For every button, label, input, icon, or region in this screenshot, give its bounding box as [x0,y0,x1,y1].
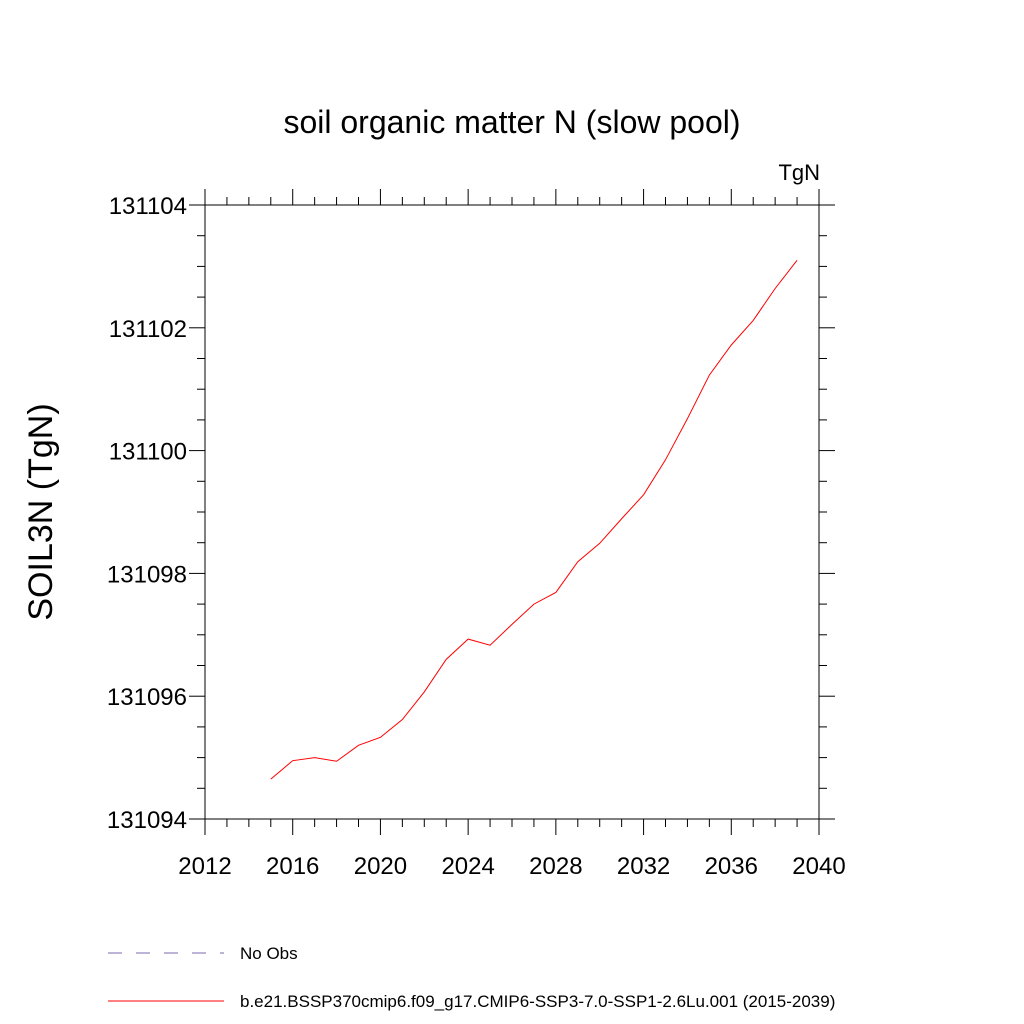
y-tick-label: 131098 [107,561,187,588]
units-label: TgN [778,160,820,185]
x-tick-label: 2032 [617,853,670,880]
x-tick-label: 2024 [441,853,494,880]
y-tick-label: 131094 [107,807,187,834]
y-tick-label: 131104 [109,193,187,220]
x-tick-label: 2016 [266,853,319,880]
plot-frame [204,204,820,820]
tick-labels: 2012 2016 2020 2024 2028 2032 2036 2040 131094 13… [107,193,846,880]
x-tick-label: 2036 [705,853,758,880]
y-tick-label: 131102 [109,316,187,343]
axis-ticks [189,189,835,835]
x-tick-label: 2020 [354,853,407,880]
legend-label-model-run: b.e21.BSSP370cmip6.f09_g17.CMIP6-SSP3-7.… [240,992,835,1011]
y-tick-label: 131100 [109,439,187,466]
series-layer [270,259,798,780]
x-tick-label: 2028 [529,853,582,880]
y-axis-label: SOIL3N (TgN) [22,403,60,620]
y-tick-label: 131096 [107,684,187,711]
x-tick-label: 2012 [178,853,231,880]
legend: No Obs b.e21.BSSP370cmip6.f09_g17.CMIP6-… [108,944,835,1011]
legend-label-no-obs: No Obs [240,944,298,963]
series-line [270,259,798,780]
x-tick-label: 2040 [792,853,845,880]
chart-title: soil organic matter N (slow pool) [283,104,740,140]
